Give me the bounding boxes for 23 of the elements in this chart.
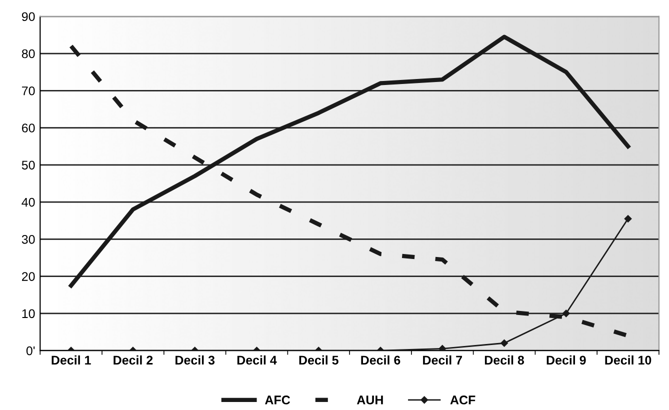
x-tick-label: Decil 9 xyxy=(546,355,586,365)
x-tick-label: Decil 1 xyxy=(52,355,91,365)
x-tick-label: Decil 4 xyxy=(237,355,277,365)
y-tick-label: 40 xyxy=(22,198,35,207)
y-tick-label: 60 xyxy=(22,124,35,132)
legend-label: AFC xyxy=(265,396,290,404)
x-tick-label: Decil 2 xyxy=(114,355,153,365)
y-tick-label: 70 xyxy=(22,86,35,96)
y-tick-label: 0' xyxy=(26,346,35,356)
y-tick-label: 10 xyxy=(22,309,35,318)
x-tick-label: Decil 6 xyxy=(361,355,400,365)
x-tick-label: Decil 8 xyxy=(484,355,524,365)
x-tick-label: Decil 10 xyxy=(605,355,652,365)
legend-label: AUH xyxy=(356,396,383,404)
y-tick-label: 50 xyxy=(22,160,35,170)
x-tick-label: Decil 7 xyxy=(423,355,462,365)
x-tick-label: Decil 5 xyxy=(299,355,338,365)
y-tick-label: 80 xyxy=(22,49,35,58)
x-tick-label: Decil 3 xyxy=(176,355,215,365)
y-tick-label: 30 xyxy=(22,234,35,244)
legend-label: ACF xyxy=(450,396,476,404)
y-tick-label: 20 xyxy=(22,272,35,281)
y-tick-label: 90 xyxy=(22,12,35,22)
